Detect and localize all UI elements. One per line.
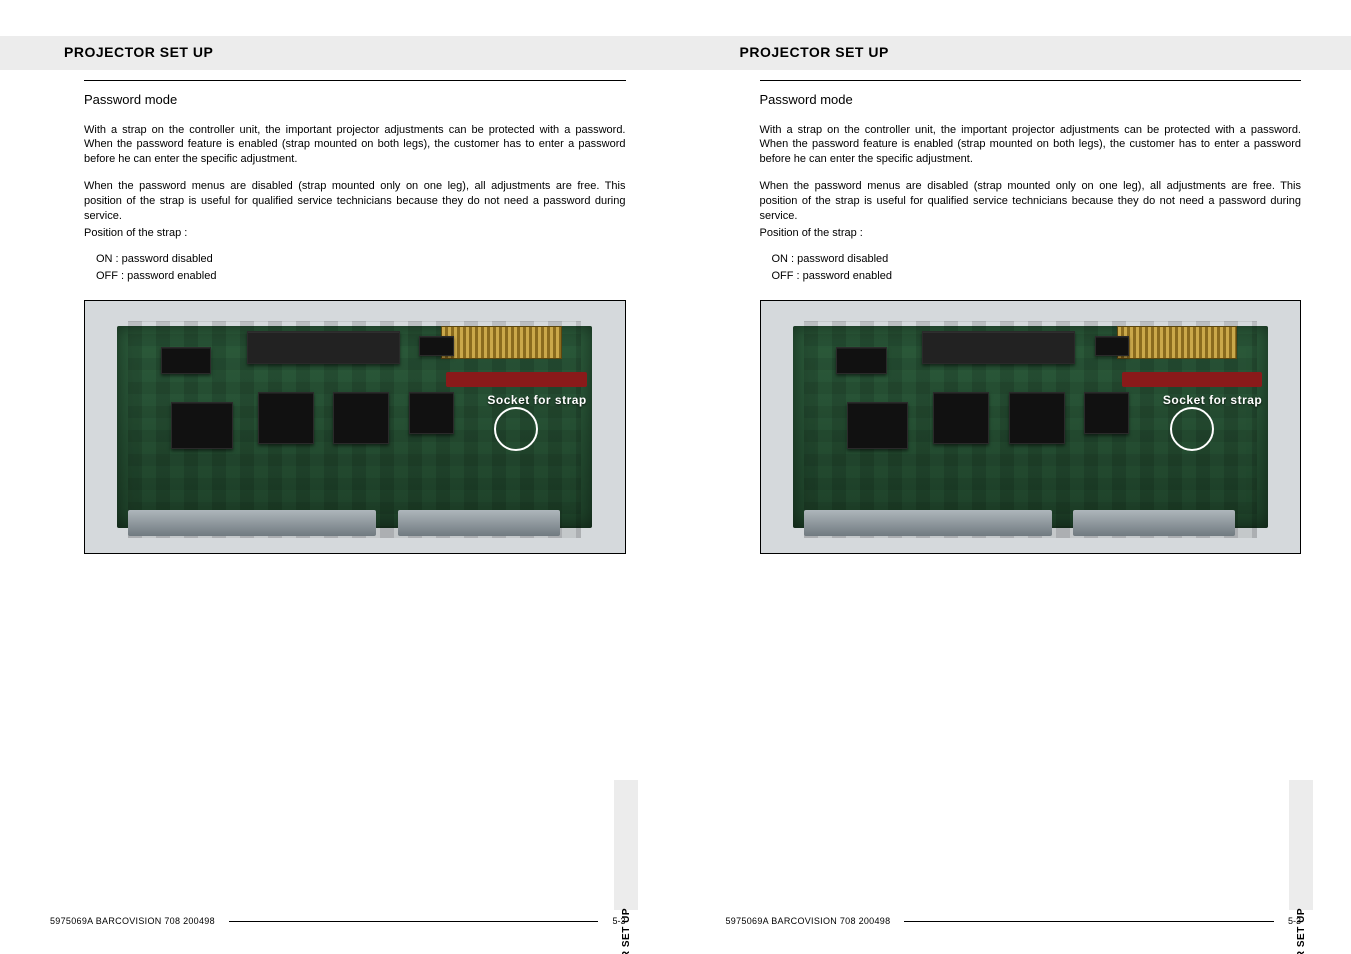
footer-rule (904, 921, 1274, 922)
paragraph-3: Position of the strap : (84, 226, 626, 241)
header-title: PROJECTOR SET UP (740, 44, 889, 60)
paragraph-1: With a strap on the controller unit, the… (760, 123, 1302, 168)
footer-rule (229, 921, 599, 922)
board-red-capacitor-row (1122, 372, 1262, 387)
footer-page-number: 5-3 (1288, 916, 1301, 926)
board-chip (1009, 392, 1065, 444)
side-tab-text: PROJECTOR SET UP (1296, 908, 1307, 954)
off-line: OFF : password enabled (96, 269, 626, 284)
footer-page-number: 5-3 (612, 916, 625, 926)
board-bottom-connector (398, 510, 560, 535)
on-line: ON : password disabled (96, 252, 626, 267)
section-subtitle: Password mode (84, 91, 626, 109)
footer-doc-id: 5975069A BARCOVISION 708 200498 (50, 916, 215, 926)
page-spread: PROJECTOR SET UP Password mode With a st… (0, 0, 1351, 954)
on-line: ON : password disabled (772, 252, 1302, 267)
paragraph-3: Position of the strap : (760, 226, 1302, 241)
board-chip (171, 402, 232, 449)
page-footer: 5975069A BARCOVISION 708 200498 5-3 (50, 916, 626, 926)
footer-doc-id: 5975069A BARCOVISION 708 200498 (726, 916, 891, 926)
board-chip (836, 347, 887, 374)
page-left: PROJECTOR SET UP Password mode With a st… (0, 0, 676, 954)
socket-circle-callout (494, 407, 538, 451)
paragraph-2: When the password menus are disabled (st… (84, 179, 626, 224)
board-chip (1095, 336, 1129, 356)
side-tab-bg (1289, 780, 1313, 910)
side-tab-text: PROJECTOR SET UP (621, 908, 632, 954)
board-chip (847, 402, 908, 449)
header-band: PROJECTOR SET UP (0, 36, 676, 70)
socket-label: Socket for strap (487, 392, 586, 408)
board-bottom-connector (804, 510, 1052, 535)
board-bottom-connector (1073, 510, 1235, 535)
header-rule (84, 80, 626, 81)
off-line: OFF : password enabled (772, 269, 1302, 284)
board-chip (409, 392, 454, 434)
board-gold-connector (441, 326, 562, 358)
content-column: Password mode With a strap on the contro… (84, 91, 626, 554)
board-bottom-connector (128, 510, 376, 535)
board-chip (258, 392, 314, 444)
board-gold-connector (1117, 326, 1238, 358)
page-right: PROJECTOR SET UP Password mode With a st… (676, 0, 1351, 954)
board-chip (161, 347, 212, 374)
header-band: PROJECTOR SET UP (676, 36, 1351, 70)
paragraph-1: With a strap on the controller unit, the… (84, 123, 626, 168)
board-chip (922, 331, 1075, 363)
header-rule (760, 80, 1302, 81)
paragraph-2: When the password menus are disabled (st… (760, 179, 1302, 224)
board-chip (1084, 392, 1129, 434)
board-chip (933, 392, 989, 444)
board-image-frame: Socket for strap (84, 300, 626, 554)
socket-label: Socket for strap (1163, 392, 1262, 408)
header-title: PROJECTOR SET UP (64, 44, 213, 60)
board-red-capacitor-row (446, 372, 586, 387)
socket-circle-callout (1170, 407, 1214, 451)
board-chip (333, 392, 389, 444)
section-subtitle: Password mode (760, 91, 1302, 109)
page-footer: 5975069A BARCOVISION 708 200498 5-3 (726, 916, 1302, 926)
board-chip (247, 331, 400, 363)
side-tab-bg (614, 780, 638, 910)
content-column: Password mode With a strap on the contro… (760, 91, 1302, 554)
board-chip (419, 336, 453, 356)
board-image-frame: Socket for strap (760, 300, 1302, 554)
